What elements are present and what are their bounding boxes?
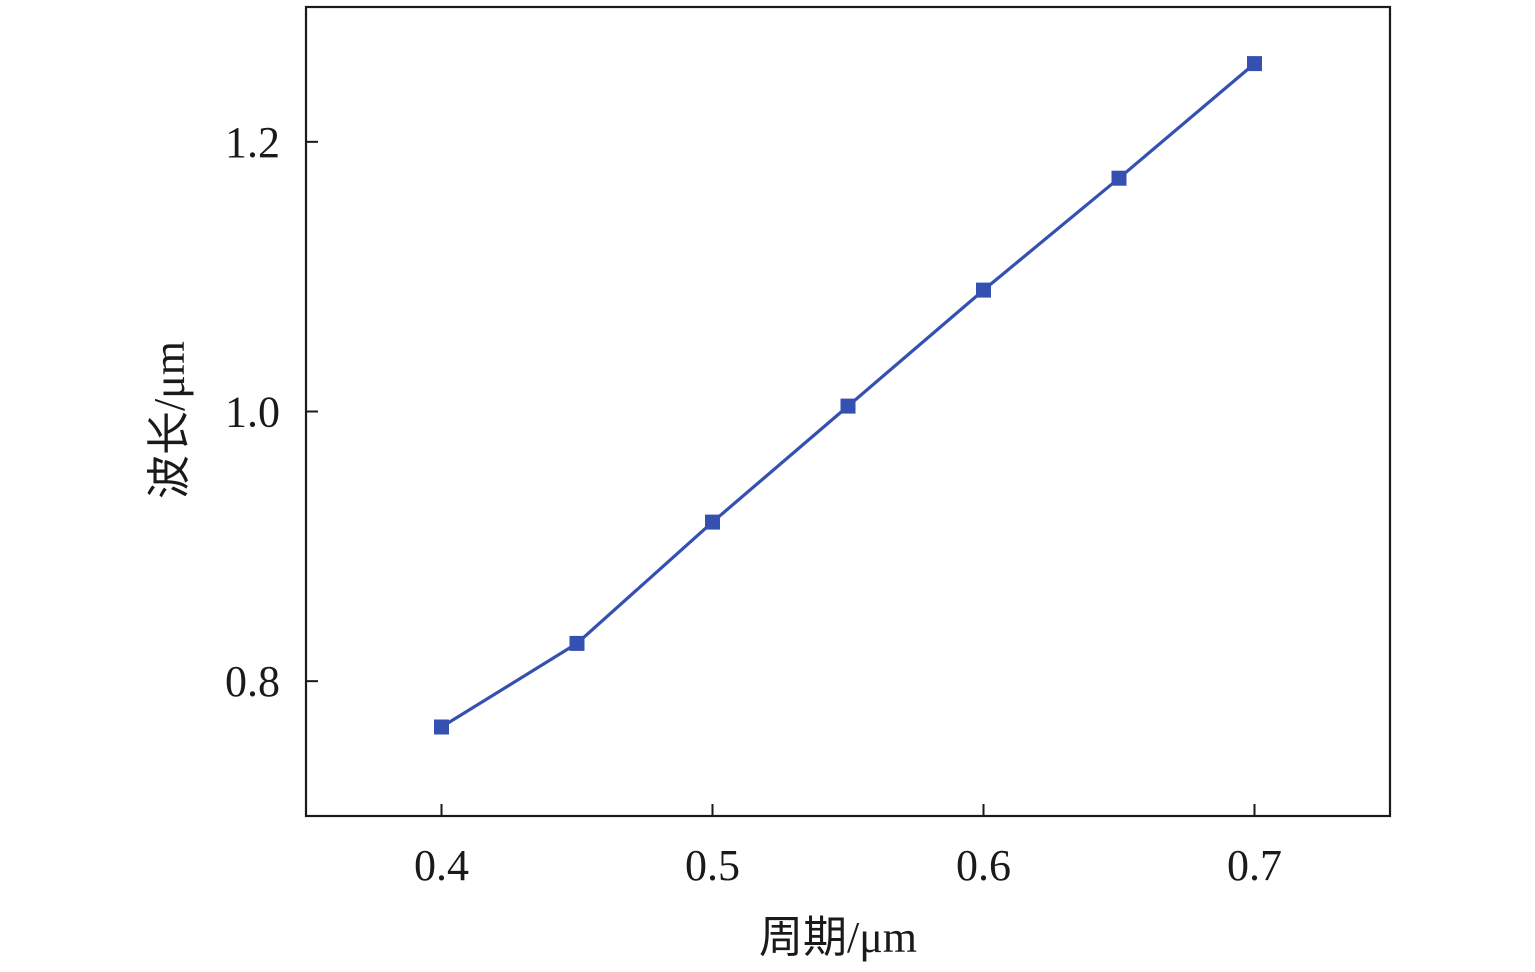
series-line (440, 62, 1256, 729)
x-axis-title: 周期/μm (759, 913, 917, 962)
y-axis: 0.8 1.0 1.2 (225, 118, 318, 706)
y-tick-label: 0.8 (225, 657, 280, 706)
y-tick-label: 1.0 (225, 388, 280, 437)
data-point-marker (1247, 56, 1262, 72)
series-layer (434, 56, 1262, 735)
x-tick-label: 0.5 (685, 841, 740, 890)
data-point-marker (976, 282, 991, 298)
x-axis: 0.4 0.5 0.6 0.7 (414, 804, 1282, 890)
x-tick-label: 0.6 (956, 841, 1011, 890)
y-axis-title: 波长/μm (145, 341, 194, 499)
y-tick-label: 1.2 (225, 118, 280, 167)
data-point-marker (434, 719, 449, 735)
data-point-marker (1111, 170, 1127, 186)
data-point-marker (840, 398, 856, 414)
data-point-marker (569, 635, 585, 651)
x-tick-label: 0.4 (414, 841, 469, 890)
data-point-marker (705, 514, 720, 530)
x-tick-label: 0.7 (1227, 841, 1282, 890)
